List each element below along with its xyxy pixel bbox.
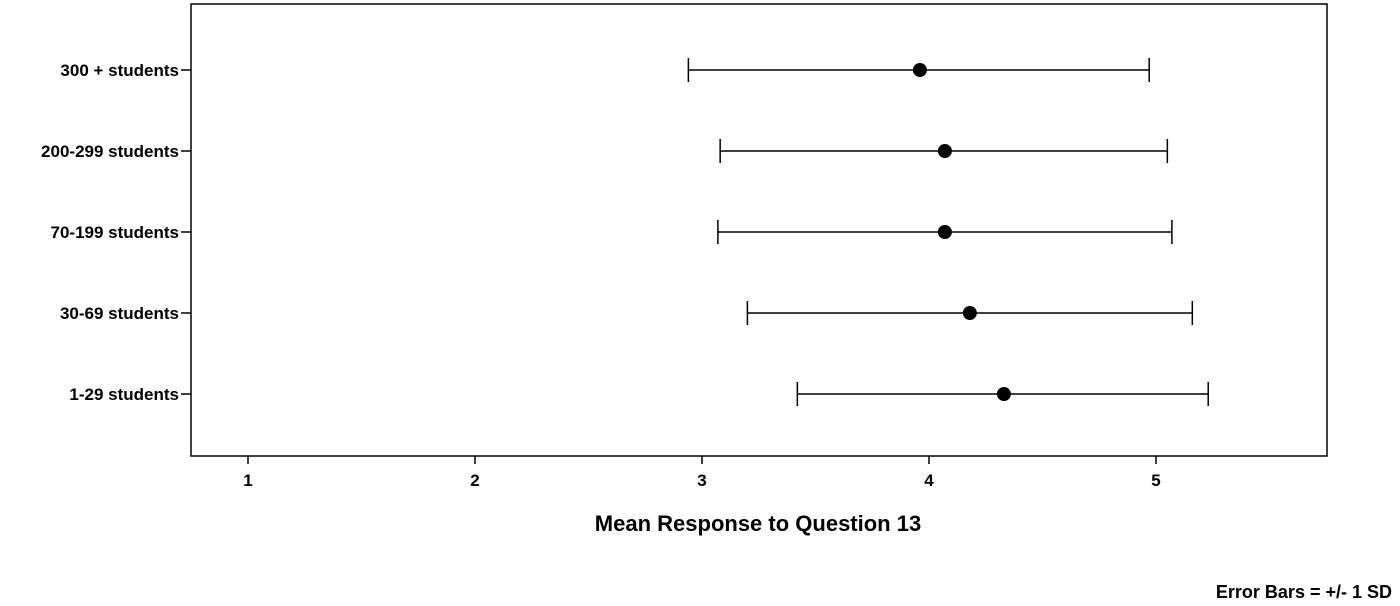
category-label: 200-299 students (41, 142, 179, 161)
x-axis-title: Mean Response to Question 13 (595, 511, 921, 536)
mean-point (912, 63, 927, 77)
category-label: 70-199 students (51, 223, 180, 242)
mean-point (937, 225, 952, 239)
category-labels-group: 300 + students 200-299 students 70-199 stu… (41, 61, 191, 404)
mean-point (937, 144, 952, 158)
category-label: 300 + students (60, 61, 179, 80)
mean-point (996, 387, 1011, 401)
x-tick-label: 4 (924, 471, 934, 490)
category-label: 1-29 students (69, 385, 179, 404)
mean-point (962, 306, 977, 320)
category-label: 30-69 students (60, 304, 179, 323)
x-tick-label: 5 (1151, 471, 1160, 490)
x-tick-label: 2 (470, 471, 479, 490)
x-tick-label: 1 (243, 471, 252, 490)
x-tick-label: 3 (697, 471, 706, 490)
plot-frame (190, 3, 1328, 457)
x-ticks-group: 1 2 3 4 5 (243, 456, 1161, 490)
error-bars-group (687, 58, 1209, 406)
error-bars-note: Error Bars = +/- 1 SD (1216, 582, 1392, 602)
